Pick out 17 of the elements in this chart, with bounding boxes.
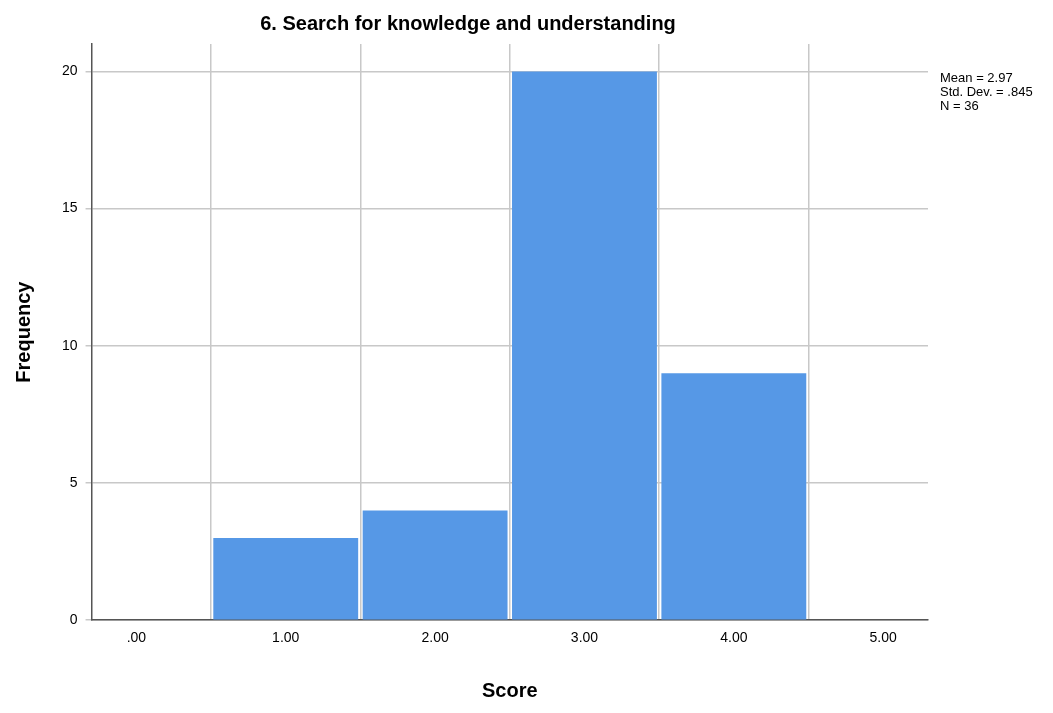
y-axis-title: Frequency	[11, 280, 34, 383]
x-tick-label: 2.00	[421, 629, 449, 646]
x-tick-label: 4.00	[720, 629, 748, 646]
y-tick-label: 10	[61, 336, 78, 353]
x-tick-label: .00	[126, 629, 147, 646]
y-tick-label: 20	[61, 62, 78, 79]
x-axis-title: Score	[481, 678, 538, 701]
y-tick-label: 5	[69, 473, 78, 490]
x-tick-label: 1.00	[272, 629, 300, 646]
chart-title: 6. Search for knowledge and understanding	[260, 11, 676, 34]
text: Std. Dev. = .845	[940, 84, 1033, 100]
text: N = 36	[940, 98, 979, 114]
text: Mean = 2.97	[940, 70, 1013, 86]
x-tick-label: 3.00	[570, 629, 599, 646]
y-tick-label: 15	[61, 199, 78, 216]
y-tick-label: 0	[69, 611, 78, 628]
x-tick-label: 5.00	[869, 629, 898, 646]
